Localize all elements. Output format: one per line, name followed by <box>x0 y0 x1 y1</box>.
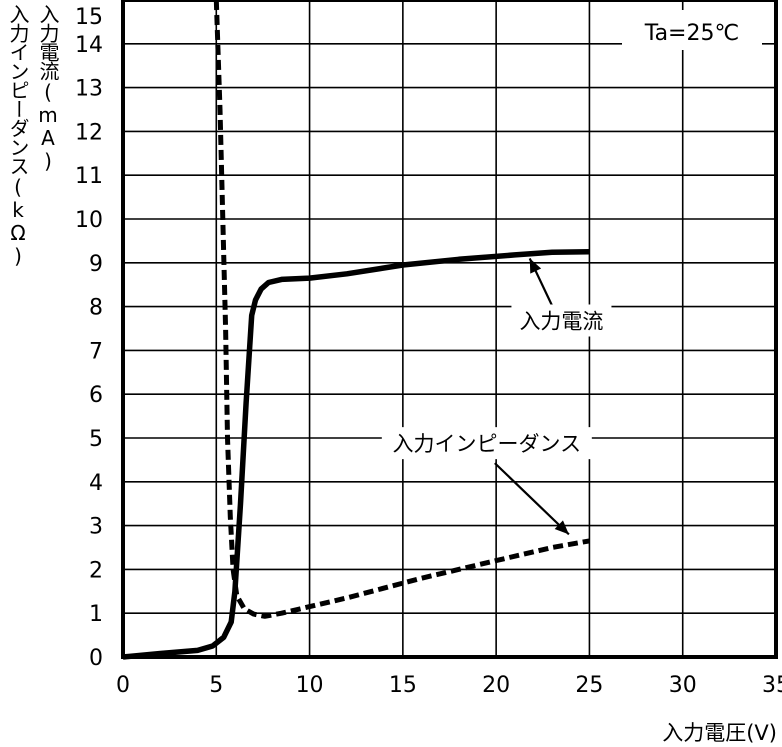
x-tick-label: 25 <box>575 673 603 698</box>
y-tick-label: 0 <box>89 646 103 671</box>
y-tick-label: 15 <box>75 5 103 30</box>
y-tick-label: 6 <box>89 383 103 408</box>
y-tick-label: 14 <box>75 33 103 58</box>
condition-box: Ta=25℃ <box>622 10 762 50</box>
annotation-label-bg <box>511 304 612 337</box>
y-tick-label: 13 <box>75 77 103 102</box>
y-tick-label: 9 <box>89 252 103 277</box>
y-tick-label: 11 <box>75 164 103 189</box>
x-tick-label: 20 <box>482 673 510 698</box>
series-layer <box>122 0 590 660</box>
x-tick-label: 5 <box>209 673 223 698</box>
y-tick-label: 5 <box>89 427 103 452</box>
annotation-arrow-line <box>494 462 570 536</box>
series-line-input-impedance <box>213 0 590 619</box>
condition-label: Ta=25℃ <box>644 21 739 46</box>
y-axis-label-impedance: 入力インピーダンス(kΩ) <box>6 4 30 267</box>
y-tick-label: 3 <box>89 515 103 540</box>
x-tick-label: 30 <box>669 673 697 698</box>
x-tick-label: 15 <box>389 673 417 698</box>
annotation-arrowhead <box>554 520 569 535</box>
y-tick-label: 4 <box>89 471 103 496</box>
annotation-arrowhead <box>529 258 542 274</box>
y-tick-label: 1 <box>89 602 103 627</box>
x-tick-label: 35 <box>762 673 782 698</box>
annotation-label-impedance: 入力インピーダンス <box>393 432 582 456</box>
y-axis-label-current: 入力電流(mA) <box>36 4 60 172</box>
y-tick-label: 2 <box>89 558 103 583</box>
x-axis-label: 入力電圧(V) <box>662 721 777 745</box>
x-tick-label: 0 <box>116 673 130 698</box>
y-tick-label: 10 <box>75 208 103 233</box>
y-tick-label: 12 <box>75 120 103 145</box>
annotation-label-current: 入力電流 <box>519 310 603 334</box>
series-line-input-current <box>122 249 590 660</box>
annotation-label-bg <box>381 427 592 460</box>
y-tick-label: 8 <box>89 296 103 321</box>
y-tick-label: 7 <box>89 339 103 364</box>
x-tick-label: 10 <box>296 673 324 698</box>
plot-frame <box>121 0 778 659</box>
tick-labels: 012345678910111213141505101520253035 <box>75 5 782 698</box>
